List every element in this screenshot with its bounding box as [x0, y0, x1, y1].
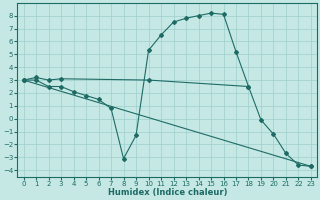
X-axis label: Humidex (Indice chaleur): Humidex (Indice chaleur) — [108, 188, 227, 197]
